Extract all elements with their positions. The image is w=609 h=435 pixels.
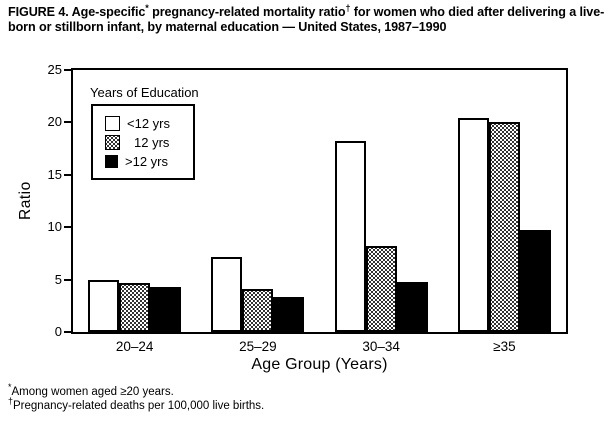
y-axis-label: Ratio (17, 181, 34, 221)
title-text: pregnancy-related mortality ratio (148, 5, 346, 19)
y-axis-tick (64, 331, 71, 333)
bar-30–34->12 yrs (396, 281, 428, 332)
bar-20–24-12 yrs (119, 282, 151, 332)
legend-swatch-stipple (105, 134, 120, 150)
x-tick-label: 30–34 (362, 339, 400, 354)
legend-label: <12 yrs (127, 115, 170, 131)
y-tick-label: 20 (47, 114, 62, 130)
y-axis-tick (64, 226, 71, 229)
bar-≥35-<12 yrs (457, 118, 489, 332)
title-text: FIGURE 4. Age-specific (8, 5, 146, 19)
bar-20–24-<12 yrs (88, 279, 120, 332)
bar-30–34-<12 yrs (334, 141, 366, 332)
bar-≥35-12 yrs (488, 122, 520, 332)
legend-swatch-black (105, 154, 118, 168)
footnote-symbol: * (8, 382, 12, 393)
legend-box: <12 yrs 12 yrs >12 yrs (91, 104, 195, 180)
y-axis-tick (64, 121, 71, 124)
legend-item: 12 yrs (105, 134, 193, 150)
y-axis-tick (64, 173, 71, 176)
footnote: †Pregnancy-related deaths per 100,000 li… (8, 396, 265, 414)
legend-title: Years of Education (90, 85, 199, 100)
figure-title: FIGURE 4. Age-specific* pregnancy-relate… (8, 2, 606, 35)
footnote: *Among women aged ≥20 years. (8, 383, 264, 400)
legend-swatch-white (105, 115, 120, 131)
title-superscript: * (145, 2, 149, 13)
y-tick-label: 5 (54, 271, 62, 287)
bar-≥35->12 yrs (519, 230, 551, 332)
y-tick-label: 25 (47, 62, 62, 77)
y-axis-tick (64, 69, 71, 71)
x-tick-label: 20–24 (115, 339, 154, 354)
footnote-symbol: † (8, 395, 14, 406)
footnote-text: Among women aged ≥20 years. (11, 386, 174, 398)
bar-25–29-12 yrs (242, 289, 274, 332)
x-axis-label: Age Group (Years) (251, 356, 388, 373)
bar-30–34-12 yrs (365, 246, 397, 332)
bar-25–29-<12 yrs (211, 256, 243, 332)
title-superscript: † (345, 2, 351, 13)
footnote-text: Pregnancy-related deaths per 100,000 liv… (13, 399, 265, 412)
y-axis-tick (64, 278, 71, 281)
bar-25–29->12 yrs (273, 297, 305, 332)
legend-label: 12 yrs (134, 134, 170, 150)
legend-label: >12 yrs (125, 153, 168, 169)
y-tick-label: 0 (54, 324, 62, 339)
footnotes: *Among women aged ≥20 years. †Pregnancy-… (8, 383, 265, 414)
plot-area: Years of Education <12 yrs 12 yrs >12 yr… (71, 68, 568, 334)
title-text: for women who died after delivering a li… (8, 5, 605, 34)
x-tick-label: 25–29 (239, 339, 277, 354)
y-tick-label: 10 (47, 219, 62, 235)
legend-item: <12 yrs (105, 115, 193, 131)
y-tick-label: 15 (47, 166, 62, 182)
legend-item: >12 yrs (105, 153, 193, 169)
bar-20–24->12 yrs (150, 286, 182, 332)
x-tick-label: ≥35 (493, 339, 516, 354)
